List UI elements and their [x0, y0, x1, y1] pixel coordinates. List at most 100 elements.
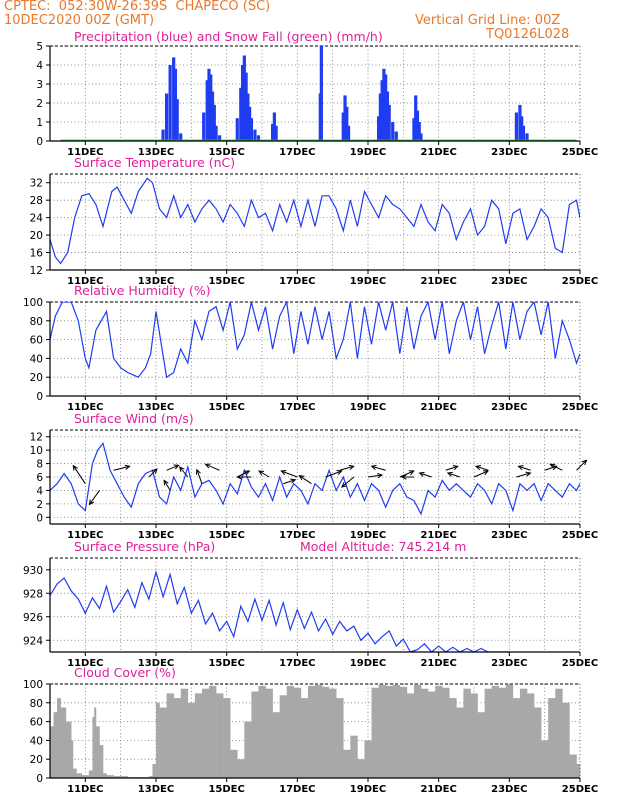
- precip-bar: [319, 46, 323, 141]
- precip-bar: [175, 99, 179, 141]
- precip-bar: [414, 95, 418, 141]
- wind-arrow-head: [400, 474, 407, 480]
- model-code: TQ0126L028: [486, 27, 570, 42]
- wind-arrow-head: [581, 459, 588, 466]
- cloud-cover-bar: [156, 702, 160, 778]
- cloud-cover-bar: [286, 685, 295, 778]
- y-tick-label: 24: [30, 213, 44, 225]
- x-tick-label: 23DEC: [491, 784, 527, 795]
- precip-bar: [235, 118, 239, 141]
- cloud-cover-bar: [378, 684, 386, 778]
- wind-arrow-head: [408, 470, 415, 476]
- cloud-cover-bar: [357, 759, 365, 778]
- y-tick-label: 20: [30, 754, 43, 766]
- cloud-cover-bar: [194, 693, 203, 778]
- cloud-cover-bar: [421, 688, 429, 778]
- x-tick-label: 17DEC: [279, 658, 315, 669]
- precip-bar: [378, 93, 382, 141]
- precip-bar: [412, 118, 416, 141]
- cloud-cover-bar: [180, 688, 189, 778]
- x-tick-label: 13DEC: [138, 147, 174, 158]
- y-tick-label: 12: [30, 265, 43, 277]
- y-tick-label: 12: [30, 432, 43, 444]
- precip-bar: [380, 80, 384, 141]
- wind-arrow-head: [452, 465, 459, 471]
- y-tick-label: 4: [36, 60, 43, 72]
- wind-arrow: [550, 463, 563, 471]
- precip-bar: [218, 135, 222, 141]
- cloud-cover-bar: [392, 684, 401, 778]
- y-tick-label: 40: [30, 353, 43, 365]
- cloud-cover-bar: [148, 776, 153, 778]
- y-tick-label: 60: [30, 717, 43, 729]
- precip-bar: [214, 125, 218, 141]
- precip-bar: [525, 133, 529, 141]
- cloud-cover-bar: [94, 707, 97, 778]
- precip-bar: [377, 116, 381, 141]
- x-tick-label: 13DEC: [138, 658, 174, 669]
- cloud-cover-bar: [113, 776, 129, 778]
- x-tick-label: 21DEC: [420, 402, 456, 413]
- wind-arrow-head: [179, 466, 185, 473]
- cloud-cover-bar: [477, 712, 485, 778]
- wind-arrow-head: [244, 470, 251, 476]
- cloud-cover-bar: [527, 693, 535, 778]
- cloud-cover-bar: [562, 702, 570, 778]
- cloud-cover-bar: [72, 768, 77, 778]
- wind-arrow: [518, 465, 531, 471]
- wind-arrow-head: [195, 468, 201, 475]
- precip-bar: [172, 57, 176, 141]
- pressure-title: Surface Pressure (hPa): [74, 539, 216, 554]
- x-tick-label: 11DEC: [67, 784, 103, 795]
- y-tick-label: 28: [30, 195, 43, 207]
- cloud-cover-bar: [300, 698, 309, 778]
- wind-arrow: [179, 466, 189, 478]
- wind-arrow: [258, 470, 270, 478]
- precip-bar: [256, 135, 261, 141]
- x-tick-label: 13DEC: [138, 530, 174, 541]
- y-tick-label: 100: [23, 679, 43, 691]
- wind-arrow: [196, 469, 203, 484]
- wind-arrow: [447, 472, 461, 478]
- cloud-cover-bar: [371, 687, 379, 778]
- x-tick-label: 23DEC: [491, 147, 527, 158]
- wind-arrow-head: [236, 474, 243, 480]
- y-tick-label: 5: [36, 41, 43, 53]
- cloud-cover-bar: [519, 688, 528, 778]
- x-tick-label: 21DEC: [420, 276, 456, 287]
- cloud-cover-bar: [244, 721, 252, 778]
- cloud-cover-bar: [279, 695, 288, 778]
- x-tick-label: 15DEC: [208, 147, 244, 158]
- precip-title: Precipitation (blue) and Snow Fall (gree…: [74, 29, 383, 44]
- wind-arrow-head: [88, 499, 95, 506]
- wind-arrow: [166, 464, 179, 471]
- x-tick-label: 13DEC: [138, 402, 174, 413]
- cloud-cover-bar: [159, 707, 167, 778]
- wind-arrow: [205, 463, 220, 471]
- cloud-cover-bar: [81, 775, 90, 778]
- precip-bar: [521, 125, 526, 141]
- cloud-cover-bar: [50, 726, 54, 778]
- pressure-chart: 924 926 928 930 11DEC 13DEC 15DEC 17DEC 19DEC 21D…: [23, 557, 598, 669]
- x-tick-label: 11DEC: [67, 147, 103, 158]
- cloud-cover-bar: [71, 740, 74, 778]
- rh-title: Relative Humidity (%): [74, 283, 211, 298]
- precip-bar: [274, 125, 278, 141]
- cloud-cover-bar: [350, 735, 358, 778]
- precip-bar: [415, 110, 420, 141]
- cloud-cover-bar: [166, 693, 174, 778]
- cloud-cover-bar: [187, 702, 196, 778]
- cloud-cover-bar: [484, 688, 492, 778]
- precip-bar: [385, 91, 390, 141]
- wind-arrow-head: [290, 478, 297, 484]
- cloud-cover-bar: [307, 685, 316, 778]
- precip-bar: [240, 65, 245, 141]
- y-tick-label: 4: [36, 485, 43, 497]
- x-tick-label: 15DEC: [208, 784, 244, 795]
- x-tick-label: 11DEC: [67, 530, 103, 541]
- precip-bar: [391, 122, 395, 141]
- rh-series-line: [50, 302, 580, 379]
- cloud-cover-bar: [237, 759, 245, 778]
- x-tick-label: 25DEC: [562, 147, 598, 158]
